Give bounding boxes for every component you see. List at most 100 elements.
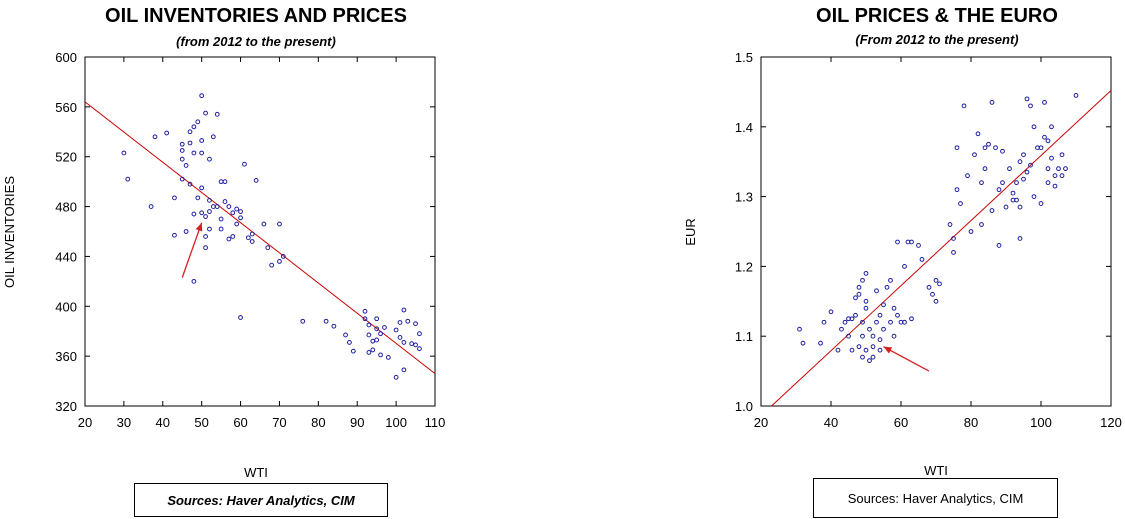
data-point: [187, 140, 193, 146]
data-point: [230, 210, 236, 216]
y-tick-label: 1.2: [735, 259, 753, 274]
data-point: [1014, 180, 1019, 186]
right-plot-frame: [760, 56, 1112, 407]
data-point: [877, 312, 883, 318]
data-point: [1059, 152, 1065, 158]
y-tick-label: 320: [55, 399, 77, 414]
data-point: [179, 141, 185, 147]
data-point: [1073, 92, 1079, 98]
data-point: [191, 278, 197, 284]
data-point: [1042, 134, 1047, 140]
data-point: [1045, 138, 1051, 144]
left-y-axis-label: OIL INVENTORIES: [2, 176, 17, 288]
data-point: [867, 326, 872, 332]
data-point: [863, 305, 869, 311]
data-point: [1038, 145, 1044, 151]
data-point: [374, 326, 380, 332]
data-point: [385, 354, 391, 360]
data-point: [226, 204, 232, 209]
data-point: [884, 284, 890, 290]
data-point: [828, 309, 834, 315]
data-point: [417, 346, 422, 352]
data-point: [413, 321, 418, 327]
y-tick-label: 1.4: [735, 120, 753, 135]
data-point: [888, 277, 893, 283]
data-point: [982, 145, 988, 151]
data-point: [378, 331, 383, 337]
data-point: [199, 185, 205, 191]
left-plot-frame: [84, 56, 436, 407]
data-point: [323, 318, 329, 324]
data-point: [1014, 197, 1019, 203]
data-point: [203, 245, 208, 251]
data-point: [877, 347, 883, 353]
data-point: [818, 340, 823, 346]
data-point: [870, 344, 876, 350]
y-tick-label: 560: [55, 100, 77, 115]
data-point: [891, 333, 897, 339]
data-point: [203, 234, 208, 239]
data-point: [860, 319, 865, 325]
right-y-axis-label: EUR: [683, 218, 698, 245]
data-point: [164, 130, 170, 136]
data-point: [1017, 204, 1023, 210]
data-point: [172, 232, 177, 238]
data-point: [183, 163, 189, 168]
data-point: [926, 284, 932, 290]
data-point: [207, 156, 212, 162]
data-point: [860, 354, 865, 360]
data-point: [179, 156, 185, 162]
data-point: [1024, 169, 1030, 175]
data-point: [1045, 180, 1051, 186]
data-point: [996, 243, 1002, 248]
chart-oil-euro: OIL PRICES & THE EURO (From 2012 to the …: [683, 5, 1122, 478]
data-point: [393, 374, 399, 380]
data-point: [933, 277, 939, 283]
data-point: [199, 150, 205, 156]
data-point: [1056, 166, 1061, 172]
data-point: [1031, 124, 1037, 130]
data-point: [849, 347, 855, 353]
data-point: [867, 358, 872, 364]
annotation-arrow-head: [883, 346, 893, 354]
data-point: [993, 145, 998, 151]
data-point: [238, 315, 243, 320]
data-point: [856, 291, 862, 297]
data-point: [405, 318, 411, 324]
y-tick-label: 400: [55, 299, 77, 314]
data-point: [187, 129, 193, 135]
data-point: [863, 270, 869, 276]
data-point: [968, 229, 974, 234]
y-tick-label: 1.1: [735, 329, 753, 344]
data-point: [930, 291, 935, 297]
data-point: [277, 259, 282, 264]
annotation-arrow-shaft: [883, 346, 930, 372]
data-point: [874, 319, 879, 325]
data-point: [207, 226, 212, 232]
data-point: [902, 319, 907, 325]
data-point: [413, 342, 418, 348]
data-point: [909, 316, 914, 322]
data-point: [350, 348, 356, 354]
data-point: [919, 257, 925, 262]
data-point: [1049, 155, 1054, 161]
data-point: [951, 250, 956, 255]
y-tick-label: 480: [55, 200, 77, 215]
x-tick-label: 70: [272, 415, 286, 430]
x-tick-label: 100: [385, 415, 407, 430]
data-point: [152, 134, 158, 140]
data-point: [218, 226, 224, 232]
right-annotation: [883, 346, 930, 372]
x-tick-label: 30: [117, 415, 131, 430]
data-point: [1017, 159, 1023, 165]
x-tick-label: 60: [233, 415, 247, 430]
data-point: [1045, 166, 1051, 172]
data-point: [1017, 236, 1023, 241]
annotation-arrow-head: [195, 222, 203, 232]
data-point: [226, 236, 232, 242]
data-point: [1063, 166, 1068, 172]
data-point: [853, 312, 858, 318]
data-point: [947, 222, 953, 227]
data-point: [902, 264, 907, 269]
right-y-ticks: 1.0 1.1 1.2 1.3 1.4 1.5: [735, 50, 1111, 414]
